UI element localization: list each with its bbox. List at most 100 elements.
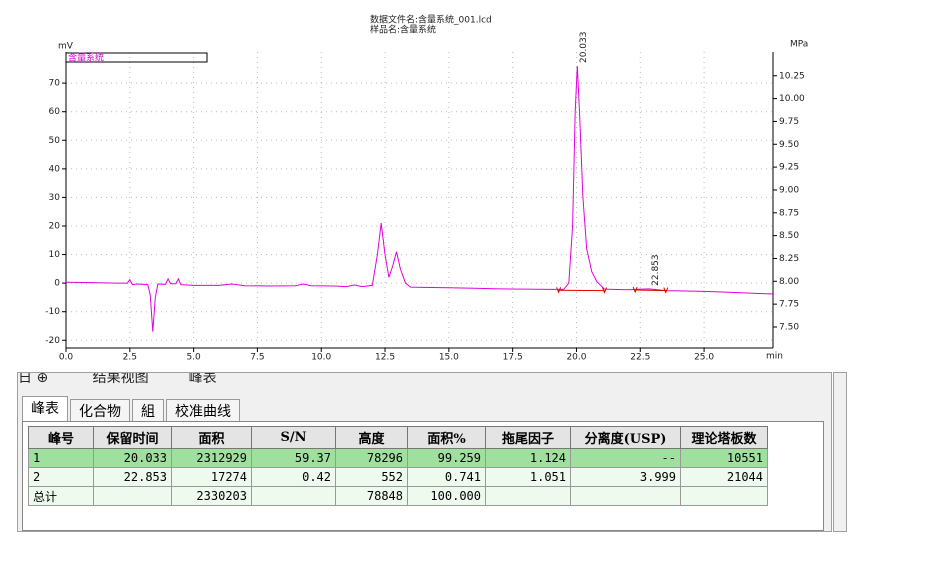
y2-axis-label: MPa <box>790 40 808 50</box>
peak-marker <box>602 287 608 294</box>
x-tick-label: 25.0 <box>694 353 714 363</box>
y-tick-label: 20 <box>49 222 61 232</box>
y2-tick-label: 7.50 <box>779 322 799 332</box>
table-cell: 78296 <box>335 448 408 468</box>
y2-tick-label: 8.75 <box>779 208 799 218</box>
peak-label: 20.033 <box>579 32 589 64</box>
y2-tick-label: 8.50 <box>779 231 799 241</box>
table-cell <box>680 486 768 506</box>
table-cell <box>485 486 571 506</box>
panel-header: 日 ⊕ 结果视图 峰表 <box>18 372 217 386</box>
peak-table: 峰号 保留时间 面积 S/N 高度 面积% 拖尾因子 分离度(USP) 理论塔板数 1 20.033… <box>28 426 768 506</box>
table-cell: 100.000 <box>407 486 486 506</box>
peak-baseline <box>635 289 666 292</box>
side-panel <box>833 372 847 532</box>
chromatogram: 数据文件名:含量系统_001.lcd 样品名:含量系统 mV MPa min -… <box>45 14 808 363</box>
y2-tick-label: 8.25 <box>779 254 799 264</box>
table-cell: 22.853 <box>93 467 172 487</box>
x-axis-label: min <box>766 352 783 362</box>
y2-tick-label: 7.75 <box>779 300 799 310</box>
x-tick-label: 7.5 <box>250 353 264 363</box>
table-frame: 峰号 保留时间 面积 S/N 高度 面积% 拖尾因子 分离度(USP) 理论塔板数 1 20.033… <box>22 421 824 531</box>
table-cell: 78848 <box>335 486 408 506</box>
signal-trace <box>65 65 774 332</box>
table-cell: 0.42 <box>251 467 336 487</box>
tab[interactable]: 峰表 <box>22 396 68 421</box>
peak-marker <box>632 286 638 294</box>
y-tick-label: 50 <box>49 136 61 146</box>
table-cell: 0.741 <box>407 467 486 487</box>
x-tick-label: 5.0 <box>186 353 201 363</box>
legend-label: 含量系统 <box>68 52 104 64</box>
table-cell: 10551 <box>680 448 768 468</box>
y-tick-label: -10 <box>45 307 60 317</box>
y-tick-label: 40 <box>49 164 61 174</box>
y2-tick-label: 10.00 <box>779 94 805 104</box>
y-tick-label: -20 <box>45 336 60 346</box>
table-cell: 1.124 <box>485 448 571 468</box>
x-tick-label: 10.0 <box>311 353 331 363</box>
table-cell: 2 <box>28 467 94 487</box>
table-row[interactable]: 1 20.033 2312929 59.37 78296 99.259 1.124 -- 105… <box>28 448 768 468</box>
x-tick-label: 17.5 <box>503 353 523 363</box>
table-cell: 总计 <box>28 486 94 506</box>
table-cell: 2312929 <box>171 448 252 468</box>
column-header: 面积% <box>407 426 486 449</box>
table-cell <box>93 486 172 506</box>
table-cell: 552 <box>335 467 408 487</box>
panel-subtitle: 峰表 <box>188 372 217 386</box>
tab[interactable]: 校准曲线 <box>166 399 240 421</box>
x-tick-label: 0.0 <box>59 353 74 363</box>
column-header: 拖尾因子 <box>485 426 571 449</box>
tab-bar: 峰表 化合物組校准曲线 <box>22 396 240 421</box>
column-header: 峰号 <box>28 426 94 449</box>
y-tick-label: 60 <box>49 107 61 117</box>
result-panel: 日 ⊕ 结果视图 峰表 峰表 化合物組校准曲线 峰号 保留时间 面积 S/N 高度 面积% 拖尾… <box>17 372 832 532</box>
column-header: 面积 <box>171 426 252 449</box>
y2-tick-label: 9.00 <box>779 185 799 195</box>
x-tick-label: 20.0 <box>566 353 586 363</box>
table-cell: 3.999 <box>570 467 681 487</box>
y-tick-label: 0 <box>54 279 60 289</box>
peak-marker <box>556 287 562 294</box>
x-tick-label: 12.5 <box>375 353 395 363</box>
y-tick-label: 70 <box>49 79 61 89</box>
peak-label: 22.853 <box>651 254 661 286</box>
chart-subtitle: 样品名:含量系统 <box>370 24 436 36</box>
table-row[interactable]: 2 22.853 17274 0.42 552 0.741 1.051 3.999 21044 <box>28 467 768 487</box>
tab[interactable]: 化合物 <box>70 399 130 421</box>
column-header: 分离度(USP) <box>570 426 681 449</box>
column-header: 理论塔板数 <box>680 426 768 449</box>
chart-title: 数据文件名:含量系统_001.lcd <box>370 14 492 26</box>
legend-box <box>65 52 208 63</box>
column-header: 高度 <box>335 426 408 449</box>
y-tick-label: 10 <box>49 250 61 260</box>
header-row: 峰号 保留时间 面积 S/N 高度 面积% 拖尾因子 分离度(USP) 理论塔板数 <box>28 426 768 449</box>
table-cell: 20.033 <box>93 448 172 468</box>
table-cell <box>570 486 681 506</box>
table-cell: 17274 <box>171 467 252 487</box>
peak-marker <box>663 287 669 294</box>
y-axis-label: mV <box>58 42 74 52</box>
panel-title: 结果视图 <box>92 372 149 386</box>
table-row[interactable]: 总计 2330203 78848 100.000 <box>28 486 768 506</box>
y2-tick-label: 8.00 <box>779 277 799 287</box>
y2-tick-label: 10.25 <box>779 71 805 81</box>
x-tick-label: 22.5 <box>630 353 650 363</box>
x-tick-label: 15.0 <box>439 353 459 363</box>
y2-tick-label: 9.25 <box>779 163 799 173</box>
x-tick-label: 2.5 <box>123 353 137 363</box>
table-cell: 59.37 <box>251 448 336 468</box>
table-cell: -- <box>570 448 681 468</box>
table-cell: 1 <box>28 448 94 468</box>
table-cell <box>251 486 336 506</box>
y2-tick-label: 9.75 <box>779 117 799 127</box>
table-cell: 99.259 <box>407 448 486 468</box>
table-cell: 1.051 <box>485 467 571 487</box>
table-cell: 2330203 <box>171 486 252 506</box>
y2-tick-label: 9.50 <box>779 140 799 150</box>
tab[interactable]: 組 <box>132 399 164 421</box>
table-cell: 21044 <box>680 467 768 487</box>
column-header: S/N <box>251 426 336 449</box>
